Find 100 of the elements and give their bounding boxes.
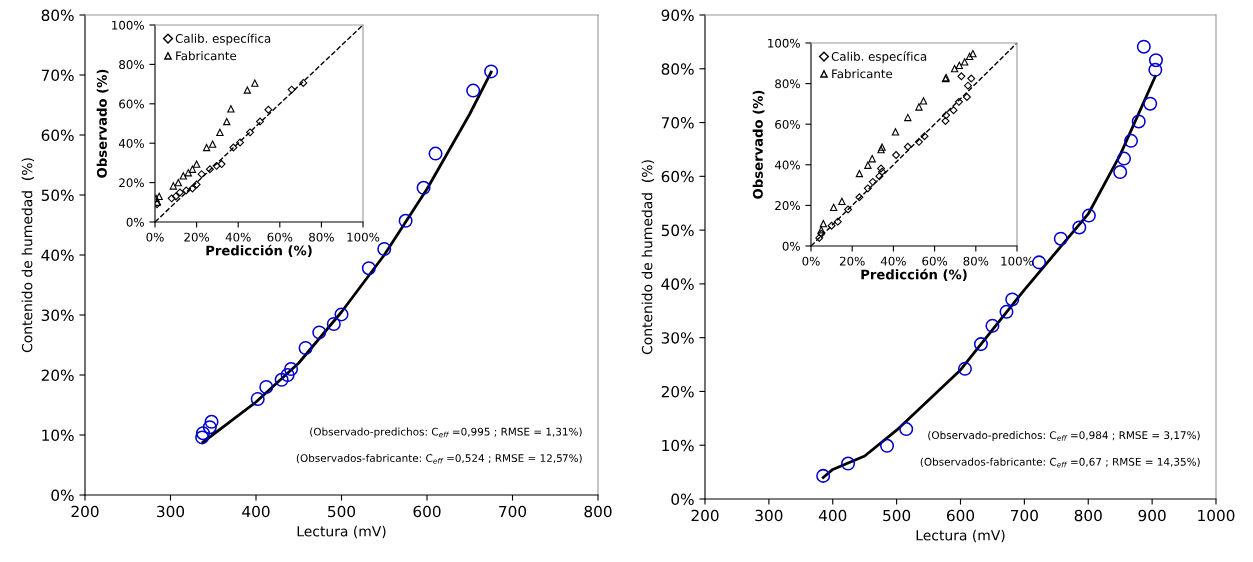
point xyxy=(985,318,1000,333)
x-axis-title: Lectura (mV) xyxy=(916,529,1005,543)
x-tick-label: 80% xyxy=(963,256,989,266)
point xyxy=(184,169,192,177)
point xyxy=(298,340,313,356)
point xyxy=(280,367,295,383)
y-tick-label: 100% xyxy=(768,38,800,48)
x-axis-title: Lectura (mV) xyxy=(297,525,386,539)
point xyxy=(891,128,900,136)
y-tick-label: 0% xyxy=(782,241,800,251)
y-axis-title: Contenido de humedad (%) xyxy=(21,158,35,353)
y-tick-label: 20% xyxy=(119,178,144,188)
point xyxy=(312,325,327,340)
point xyxy=(179,172,187,180)
point xyxy=(950,64,959,73)
point xyxy=(962,93,971,101)
y-tick-label: 60% xyxy=(775,119,800,129)
point xyxy=(229,143,238,152)
point xyxy=(949,106,958,115)
point xyxy=(1117,151,1132,166)
point xyxy=(169,182,177,190)
x-axis-title: Predicción (%) xyxy=(861,268,967,281)
y-tick-label: 60% xyxy=(661,170,694,183)
point xyxy=(250,391,265,407)
x-tick-label: 20% xyxy=(184,232,210,242)
x-tick-label: 40% xyxy=(880,256,906,266)
point xyxy=(299,78,308,87)
annotation: (Observados-fabricante: C$_{eff}$ =0,67 ; RMSE = 14,35%) xyxy=(920,457,1200,468)
y-tick-label: 20% xyxy=(775,201,800,211)
y-tick-label: 30% xyxy=(661,332,694,344)
point xyxy=(212,161,221,170)
point xyxy=(1053,231,1068,246)
point xyxy=(967,74,976,83)
y-tick-label: 90% xyxy=(661,9,694,22)
y-tick-label: 80% xyxy=(661,63,694,75)
point xyxy=(174,178,182,187)
point xyxy=(205,165,214,174)
point xyxy=(868,177,877,186)
point xyxy=(855,169,864,178)
point xyxy=(914,137,923,146)
point xyxy=(941,116,950,125)
legend-label: Fabricante xyxy=(176,51,237,61)
y-tick-label: 70% xyxy=(661,117,694,129)
point xyxy=(899,422,914,437)
x-tick-label: 600 xyxy=(413,505,441,518)
y-axis-title: Observado (%) xyxy=(752,90,765,199)
point xyxy=(1148,53,1163,68)
x-tick-label: 800 xyxy=(1074,509,1102,522)
point xyxy=(957,361,972,376)
legend-label: Fabricante xyxy=(832,69,893,79)
point xyxy=(877,145,885,154)
y-tick-label: 0% xyxy=(126,217,144,227)
point xyxy=(217,160,226,169)
annotation: (Observado-predichos: C$_{eff}$ =0,995 ; RMSE = 1,31%) xyxy=(310,427,582,438)
y-tick-label: 50% xyxy=(41,189,74,202)
point xyxy=(919,97,928,105)
x-tick-label: 300 xyxy=(755,509,783,522)
x-tick-label: 100% xyxy=(347,232,380,242)
annotation: (Observados-fabricante: C$_{eff}$ =0,524 ; RMSE = 12,57%) xyxy=(296,453,582,464)
point xyxy=(920,132,929,141)
point xyxy=(377,241,392,257)
point xyxy=(208,140,217,148)
point xyxy=(361,261,376,276)
point xyxy=(838,197,846,206)
point xyxy=(819,219,828,228)
x-tick-label: 60% xyxy=(267,232,293,242)
y-tick-label: 100% xyxy=(112,20,144,30)
point xyxy=(188,165,197,173)
point xyxy=(466,83,481,98)
point xyxy=(960,58,969,66)
point xyxy=(259,379,274,395)
x-tick-label: 300 xyxy=(157,505,185,518)
y-tick-label: 0% xyxy=(671,493,694,506)
point xyxy=(1032,255,1047,270)
x-tick-label: 500 xyxy=(328,505,356,518)
x-tick-label: 0% xyxy=(146,232,164,242)
y-tick-label: 30% xyxy=(41,309,74,322)
point xyxy=(1081,208,1096,223)
y-tick-label: 80% xyxy=(41,9,74,22)
point xyxy=(398,213,413,228)
x-tick-label: 500 xyxy=(883,509,911,522)
y-tick-label: 40% xyxy=(118,138,144,148)
y-tick-label: 80% xyxy=(119,60,144,70)
x-tick-label: 900 xyxy=(1138,509,1166,522)
point xyxy=(256,117,265,126)
point xyxy=(942,111,951,120)
x-tick-label: 80% xyxy=(309,232,334,242)
y-axis-title: Observado (%) xyxy=(96,69,109,178)
point xyxy=(182,186,191,195)
point xyxy=(195,426,211,441)
point xyxy=(326,316,341,332)
point xyxy=(875,172,884,181)
x-tick-label: 1000 xyxy=(1198,509,1235,522)
point xyxy=(868,155,876,163)
point xyxy=(957,72,966,81)
point xyxy=(167,194,176,203)
point xyxy=(246,128,255,137)
y-tick-label: 80% xyxy=(775,79,800,89)
x-axis-title: Predicción (%) xyxy=(206,244,312,257)
point xyxy=(243,86,252,94)
